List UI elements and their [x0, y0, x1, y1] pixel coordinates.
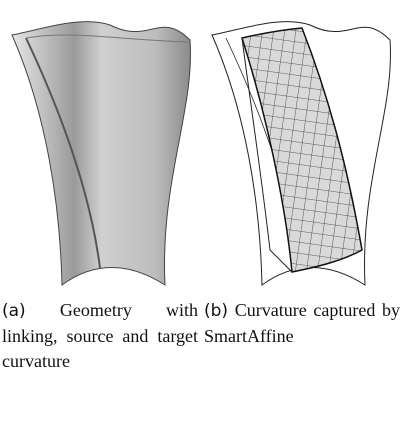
geometry-render	[12, 22, 190, 285]
subfigure-label: (a)	[2, 301, 26, 321]
caption-text: Geometry with linking, source and target…	[2, 300, 198, 371]
figure: (a) Geometry with linking, source and ta…	[0, 0, 404, 430]
mesh-render	[212, 20, 390, 285]
caption-text: Curvature captured by SmartAffine	[204, 300, 400, 346]
figure-images	[0, 0, 404, 295]
caption: (a) Geometry with linking, source and ta…	[2, 298, 198, 374]
subfigure-label: (b)	[204, 301, 228, 321]
caption: (b) Curvature captured by SmartAffine	[204, 298, 400, 349]
